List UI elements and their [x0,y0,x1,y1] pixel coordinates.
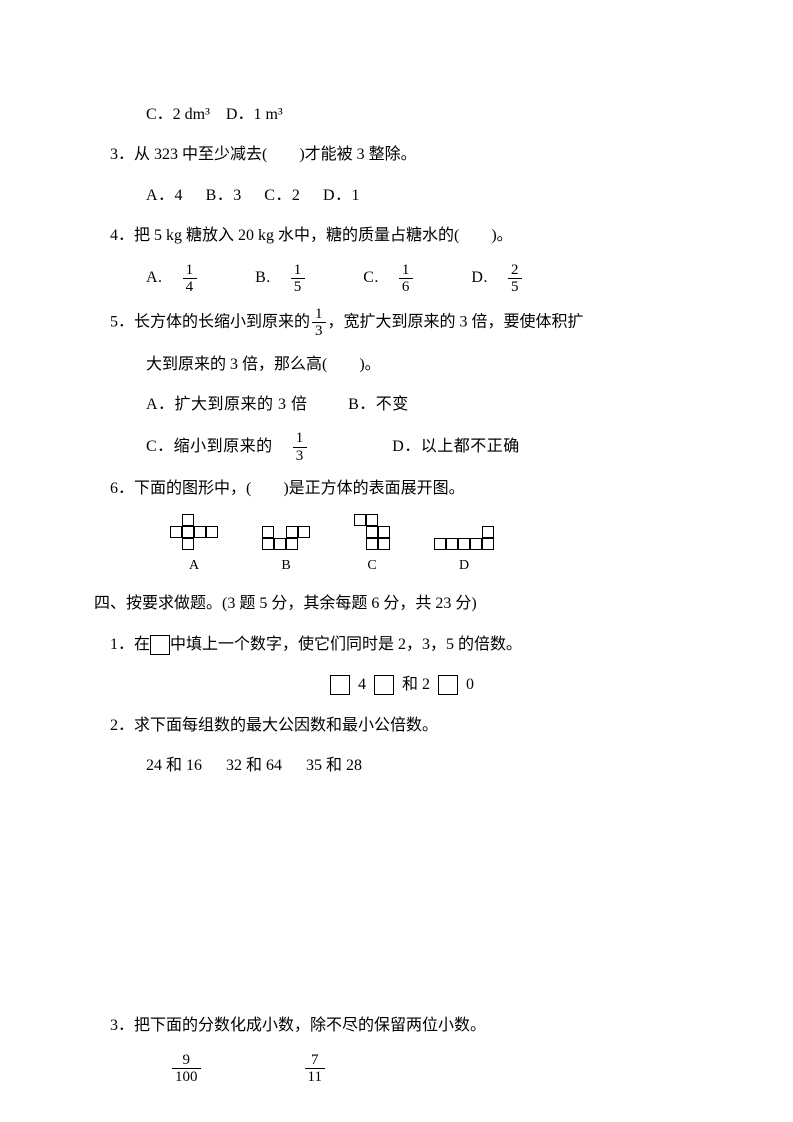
cube-net-icon [262,527,310,551]
s4q3-frac2: 7 11 [305,1052,325,1086]
q3-optD[interactable]: D．1 [323,187,360,204]
q5-options-row1: A．扩大到原来的 3 倍 B．不变 [110,390,703,420]
q6-nets: A B C D [110,515,703,580]
q4-optC[interactable]: C.16 [363,269,453,286]
cube-net-icon [434,527,494,551]
answer-box[interactable] [438,675,458,695]
s4q2-stem: 2．求下面每组数的最大公因数和最小公倍数。 [110,711,703,741]
q4-optA[interactable]: A.14 [146,269,237,286]
answer-box[interactable] [374,675,394,695]
q5-optB[interactable]: B．不变 [348,396,409,413]
q2-optD: D．1 m³ [226,106,283,123]
s4q3-frac1: 9 100 [172,1052,201,1086]
s4q2-pair2: 32 和 64 [226,757,282,774]
q3-optC[interactable]: C．2 [264,187,300,204]
q3-optB[interactable]: B．3 [206,187,242,204]
q5-optA[interactable]: A．扩大到原来的 3 倍 [146,396,308,413]
s4q2-pair1: 24 和 16 [146,757,202,774]
q2-options-tail: C．2 dm³ D．1 m³ [110,100,703,130]
q5-optD[interactable]: D．以上都不正确 [392,438,520,455]
s4q1-stem: 1．在中填上一个数字，使它们同时是 2，3，5 的倍数。 [110,630,703,660]
q6-netB[interactable]: B [262,527,310,580]
s4q3-stem: 3．把下面的分数化成小数，除不尽的保留两位小数。 [110,1011,703,1041]
q6-label-C: C [354,553,390,580]
q5-stem-line2: 大到原来的 3 倍，那么高( )。 [110,350,703,380]
q6-stem: 6．下面的图形中，( )是正方体的表面展开图。 [110,474,703,504]
cube-net-icon [354,515,390,551]
q5-options-row2: C．缩小到原来的13 D．以上都不正确 [110,430,703,464]
q6-netD[interactable]: D [434,527,494,580]
q4-options: A.14 B.15 C.16 D.25 [110,262,703,296]
q5-stem-line1: 5．长方体的长缩小到原来的13，宽扩大到原来的 3 倍，要使体积扩 [110,306,703,340]
q4-optD[interactable]: D.25 [471,269,558,286]
q3-stem: 3．从 323 中至少减去( )才能被 3 整除。 [110,140,703,170]
cube-net-icon [170,515,218,551]
q4-optB[interactable]: B.15 [255,269,345,286]
q3-options: A．4 B．3 C．2 D．1 [110,181,703,211]
q5-optC[interactable]: C．缩小到原来的13 [146,438,347,455]
q6-label-B: B [262,553,310,580]
s4q3-fractions: 9 100 7 11 [110,1052,703,1086]
q6-label-D: D [434,553,494,580]
section4-title: 四、按要求做题。(3 题 5 分，其余每题 6 分，共 23 分) [94,589,703,619]
s4q2-pairs: 24 和 16 32 和 64 35 和 28 [110,751,703,781]
q6-netA[interactable]: A [170,515,218,580]
s4q2-pair3: 35 和 28 [306,757,362,774]
blank-box-icon [150,635,170,655]
q6-netC[interactable]: C [354,515,390,580]
s4q1-boxes: 4 和 2 0 [110,670,703,700]
q6-label-A: A [170,553,218,580]
q4-stem: 4．把 5 kg 糖放入 20 kg 水中，糖的质量占糖水的( )。 [110,221,703,251]
answer-box[interactable] [330,675,350,695]
q2-optC: C．2 dm³ [146,106,210,123]
q3-optA[interactable]: A．4 [146,187,183,204]
